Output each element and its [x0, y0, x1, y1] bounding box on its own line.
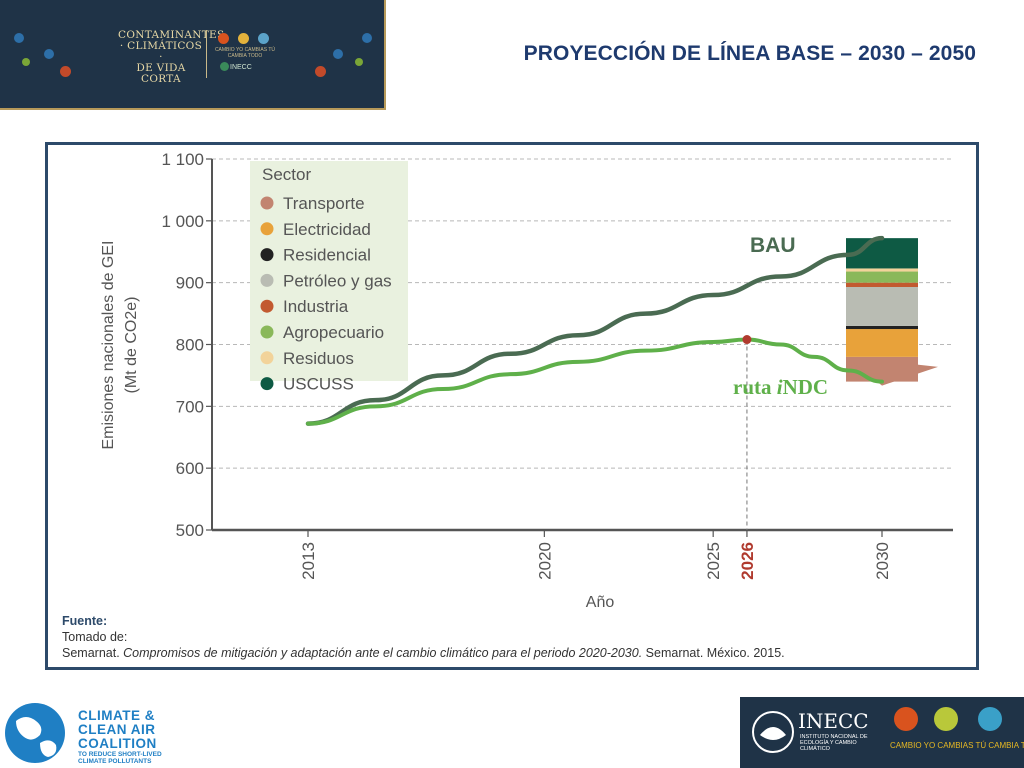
globe-icon: [44, 49, 54, 59]
legend-label: Electricidad: [283, 220, 371, 239]
bau-line: [305, 235, 885, 426]
stacked-segment: [846, 271, 918, 283]
source-note: Fuente: Tomado de: Semarnat. Compromisos…: [62, 613, 785, 661]
inecc-logo: INECC INSTITUTO NACIONAL DE ECOLOGÍA Y C…: [740, 697, 1024, 768]
indc-label-suffix: NDC: [783, 375, 829, 399]
source-title: Compromisos de mitigación y adaptación a…: [123, 646, 643, 660]
ccac-line-1: CLIMATE &: [78, 708, 155, 723]
ccac-line-3: COALITION: [78, 736, 157, 751]
banner-slogan: CAMBIO YO CAMBIAS TÚ CAMBIA TODO: [214, 47, 276, 59]
source-publisher: Semarnat. México. 2015.: [642, 646, 785, 660]
ccac-sub-2: CLIMATE POLLUTANTS: [78, 758, 152, 765]
source-author: Semarnat.: [62, 646, 124, 660]
globe-icon: [22, 58, 30, 66]
y-tick-label: 800: [176, 336, 204, 355]
legend-label: Residencial: [283, 246, 371, 265]
legend-swatch: [260, 222, 274, 236]
header-banner: CONTAMINANTES · CLIMÁTICOS · DE VIDA COR…: [0, 0, 386, 110]
legend-swatch: [260, 325, 274, 339]
reduction-arrow: [846, 356, 938, 386]
ccac-name: CLIMATE & CLEAN AIR COALITION: [78, 709, 157, 751]
banner-divider: [206, 30, 207, 78]
banner-line-2: · CLIMÁTICOS ·: [119, 40, 203, 63]
x-tick-label: 2026: [738, 542, 757, 580]
legend-swatch: [260, 351, 274, 365]
legend-box: [250, 161, 408, 381]
source-line-2: Tomado de:: [62, 630, 128, 644]
stacked-segment: [846, 268, 918, 272]
indc-label-italic: i: [777, 375, 783, 399]
inecc-logo-icon: [220, 62, 229, 71]
globe-icon: [258, 33, 269, 44]
x-tick-label: 2030: [873, 542, 892, 580]
inecc-name: INECC: [798, 709, 869, 733]
globe-icon: [362, 33, 372, 43]
y-tick-label: 900: [176, 274, 204, 293]
source-heading: Fuente:: [62, 614, 108, 628]
page-title: PROYECCIÓN DE LÍNEA BASE – 2030 – 2050: [523, 42, 976, 65]
bau-label: BAU: [750, 234, 796, 257]
legend-swatch: [260, 196, 274, 210]
y-tick-label: 700: [176, 397, 204, 416]
globe-icon: [238, 33, 249, 44]
inecc-emblem-icon: [752, 711, 794, 753]
globe-icon: [60, 66, 71, 77]
y-tick-label: 1 100: [161, 150, 204, 169]
banner-inecc-logo: INECC: [230, 64, 252, 71]
globe-icon: [978, 707, 1002, 731]
peak-point: [742, 335, 752, 345]
inecc-fullname: INSTITUTO NACIONAL DE ECOLOGÍA Y CAMBIO …: [800, 734, 868, 752]
globe-icon: [894, 707, 918, 731]
indc-label: ruta iNDC: [733, 375, 828, 399]
banner-line-1: CONTAMINANTES: [118, 29, 225, 41]
legend-label: Industria: [283, 297, 349, 316]
indc-line: [306, 337, 884, 426]
legend-title: Sector: [262, 165, 311, 184]
legend-label: USCUSS: [283, 375, 354, 394]
stacked-segment: [846, 329, 918, 357]
ccac-sub-1: TO REDUCE SHORT-LIVED: [78, 751, 162, 758]
legend-label: Agropecuario: [283, 323, 384, 342]
legend-swatch: [260, 273, 274, 287]
stacked-segment: [846, 282, 918, 287]
legend-swatch: [260, 377, 274, 391]
y-tick-label: 500: [176, 521, 204, 540]
inecc-slogan: CAMBIO YO CAMBIAS TÚ CAMBIA TODO: [890, 741, 1024, 750]
globe-icon: [218, 33, 229, 44]
source-line-3: Semarnat. Compromisos de mitigación y ad…: [62, 645, 785, 661]
globe-icon: [14, 33, 24, 43]
ccac-logo: [5, 703, 65, 763]
legend-swatch: [260, 248, 274, 262]
continent-shape: [40, 740, 57, 757]
indc-label-prefix: ruta: [733, 375, 777, 399]
legend-label: Petróleo y gas: [283, 271, 392, 290]
banner-title: CONTAMINANTES · CLIMÁTICOS · DE VIDA COR…: [118, 29, 225, 85]
x-tick-label: 2020: [535, 542, 554, 580]
x-tick-label: 2013: [299, 542, 318, 580]
y-axis-unit: (Mt de CO2e): [123, 297, 140, 394]
x-tick-label: 2025: [704, 542, 723, 580]
y-tick-label: 1 000: [161, 212, 204, 231]
globe-icon: [315, 66, 326, 77]
globe-icon: [333, 49, 343, 59]
legend-swatch: [260, 299, 274, 313]
y-tick-label: 600: [176, 459, 204, 478]
stacked-segment: [846, 325, 918, 330]
globe-icon: [934, 707, 958, 731]
x-axis-title: Año: [586, 594, 615, 611]
ccac-line-2: CLEAN AIR: [78, 722, 156, 737]
globe-icon: [355, 58, 363, 66]
continent-shape: [16, 717, 42, 740]
legend-label: Residuos: [283, 349, 354, 368]
banner-line-3: DE VIDA CORTA: [136, 62, 186, 85]
legend-label: Transporte: [283, 194, 365, 213]
stacked-segment: [846, 286, 918, 326]
y-axis-title: Emisiones nacionales de GEI: [100, 241, 117, 450]
ccac-tagline: TO REDUCE SHORT-LIVED CLIMATE POLLUTANTS: [78, 751, 162, 765]
